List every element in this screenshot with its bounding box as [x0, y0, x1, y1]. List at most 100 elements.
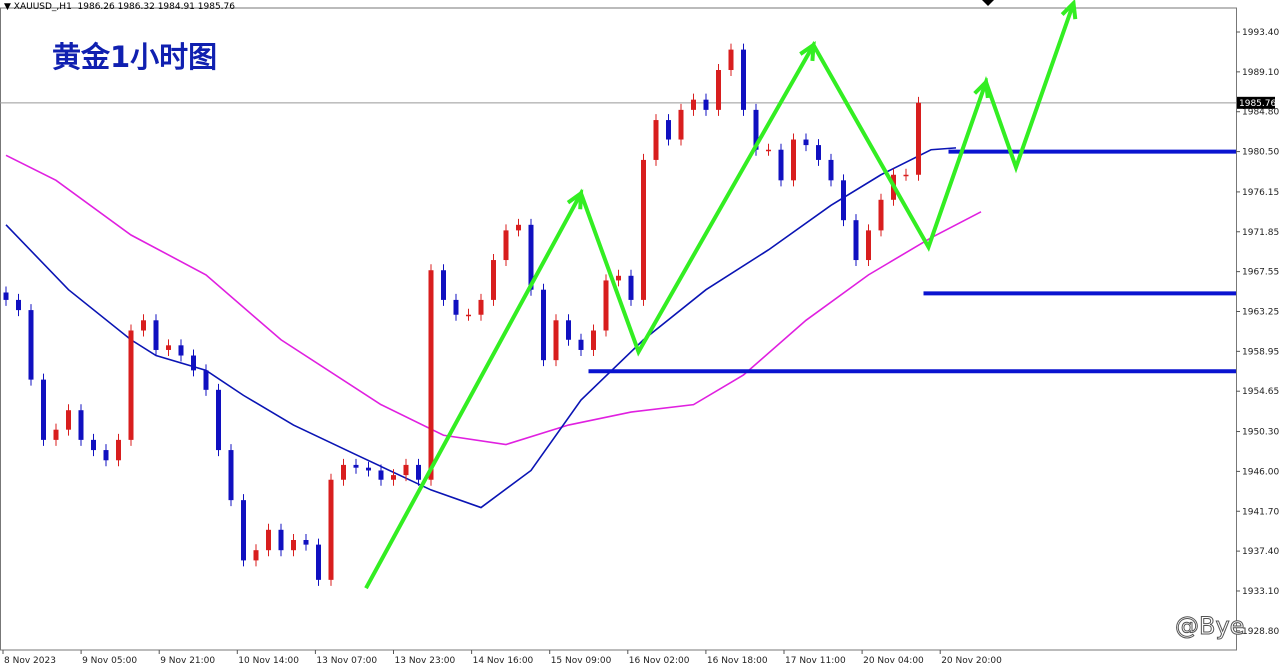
x-tick-label: 15 Nov 09:00 — [551, 656, 612, 666]
candle — [791, 139, 796, 181]
candle — [278, 529, 284, 551]
candle — [766, 149, 771, 152]
candle — [678, 109, 684, 140]
candle — [778, 149, 784, 181]
candle — [666, 120, 671, 140]
candle — [316, 544, 321, 580]
candle — [553, 320, 559, 361]
candle — [841, 180, 846, 221]
candle — [428, 270, 434, 480]
candle — [541, 289, 546, 361]
candle — [803, 139, 809, 146]
candle — [328, 479, 334, 580]
candle — [416, 464, 421, 480]
candle — [566, 320, 571, 340]
candle — [391, 475, 396, 480]
x-tick-label: 20 Nov 04:00 — [863, 656, 924, 666]
candle — [216, 389, 221, 451]
candle — [516, 224, 521, 231]
candle — [128, 330, 134, 440]
x-tick-label: 9 Nov 21:00 — [160, 656, 215, 666]
watermark: @Bye — [1174, 612, 1245, 641]
current-price-badge — [1237, 96, 1275, 109]
candle — [491, 260, 496, 300]
arrow-head-icon — [1060, 0, 1078, 20]
current-price-label: 1985.76 — [1239, 99, 1276, 109]
candle — [641, 159, 646, 300]
slow-ma-line — [5, 154, 982, 446]
candle — [753, 109, 759, 150]
y-tick-label: 1976.15 — [1242, 188, 1279, 198]
candle — [528, 224, 534, 290]
candle — [603, 280, 609, 331]
candle — [878, 199, 884, 231]
chart-header: ▼ XAUUSD_,H1 1986.26 1986.32 1984.91 198… — [4, 2, 235, 12]
x-tick-label: 14 Nov 16:00 — [473, 656, 534, 666]
candle — [53, 429, 59, 440]
candle — [253, 550, 259, 561]
y-tick-label: 1971.85 — [1242, 228, 1279, 238]
ohlc-readout: 1986.26 1986.32 1984.91 1985.76 — [77, 2, 235, 12]
candle — [16, 299, 21, 311]
candle — [191, 355, 196, 371]
candle — [241, 500, 246, 561]
candle — [866, 230, 871, 261]
candle — [291, 539, 296, 551]
candle — [141, 320, 146, 331]
candle — [366, 467, 371, 471]
candle — [828, 159, 834, 181]
plot-frame — [0, 7, 1237, 651]
candle — [616, 275, 621, 281]
x-tick-label: 16 Nov 18:00 — [707, 656, 768, 666]
candle — [903, 174, 909, 177]
candle — [341, 464, 346, 480]
arrow-head-icon — [566, 189, 584, 210]
x-tick-label: 16 Nov 02:00 — [629, 656, 690, 666]
candle — [578, 339, 584, 350]
x-tick-label: 8 Nov 2023 — [4, 656, 56, 666]
candle — [853, 220, 859, 261]
candle — [653, 120, 659, 160]
candle — [116, 439, 121, 461]
y-tick-label: 1933.10 — [1242, 587, 1279, 597]
candle — [28, 310, 34, 380]
candle — [66, 410, 71, 430]
candle — [716, 70, 721, 110]
x-tick-label: 10 Nov 14:00 — [238, 656, 299, 666]
forecast-arrow — [364, 2, 1076, 590]
y-tick-label: 1950.30 — [1242, 428, 1279, 438]
y-tick-label: 1984.80 — [1242, 108, 1279, 118]
arrow-head-icon — [799, 40, 816, 62]
y-tick-label: 1963.25 — [1242, 307, 1279, 317]
y-tick-label: 1937.40 — [1242, 547, 1279, 557]
candle — [203, 370, 209, 390]
x-tick-label: 17 Nov 11:00 — [785, 656, 846, 666]
candle — [816, 145, 821, 160]
y-tick-label: 1946.00 — [1242, 467, 1279, 477]
candle — [441, 270, 446, 300]
arrow-head-icon — [973, 77, 990, 99]
y-tick-label: 1967.55 — [1242, 268, 1279, 278]
candle — [266, 529, 271, 551]
candle — [3, 292, 9, 300]
y-tick-label: 1989.10 — [1242, 68, 1279, 78]
candle — [691, 99, 696, 110]
candle — [916, 102, 921, 175]
candle — [303, 539, 309, 545]
candle — [503, 230, 509, 261]
candle — [478, 299, 484, 315]
candle — [178, 345, 184, 356]
x-tick-label: 13 Nov 23:00 — [395, 656, 456, 666]
y-tick-label: 1928.80 — [1242, 627, 1279, 637]
y-tick-label: 1941.70 — [1242, 507, 1279, 517]
candle — [91, 439, 96, 451]
candle — [628, 275, 634, 300]
candle — [378, 470, 384, 480]
y-tick-label: 1980.50 — [1242, 148, 1279, 158]
candle — [353, 464, 359, 468]
candle — [466, 314, 471, 317]
x-tick-label: 13 Nov 07:00 — [316, 656, 377, 666]
shift-marker-icon — [982, 0, 994, 6]
candle — [228, 450, 234, 501]
